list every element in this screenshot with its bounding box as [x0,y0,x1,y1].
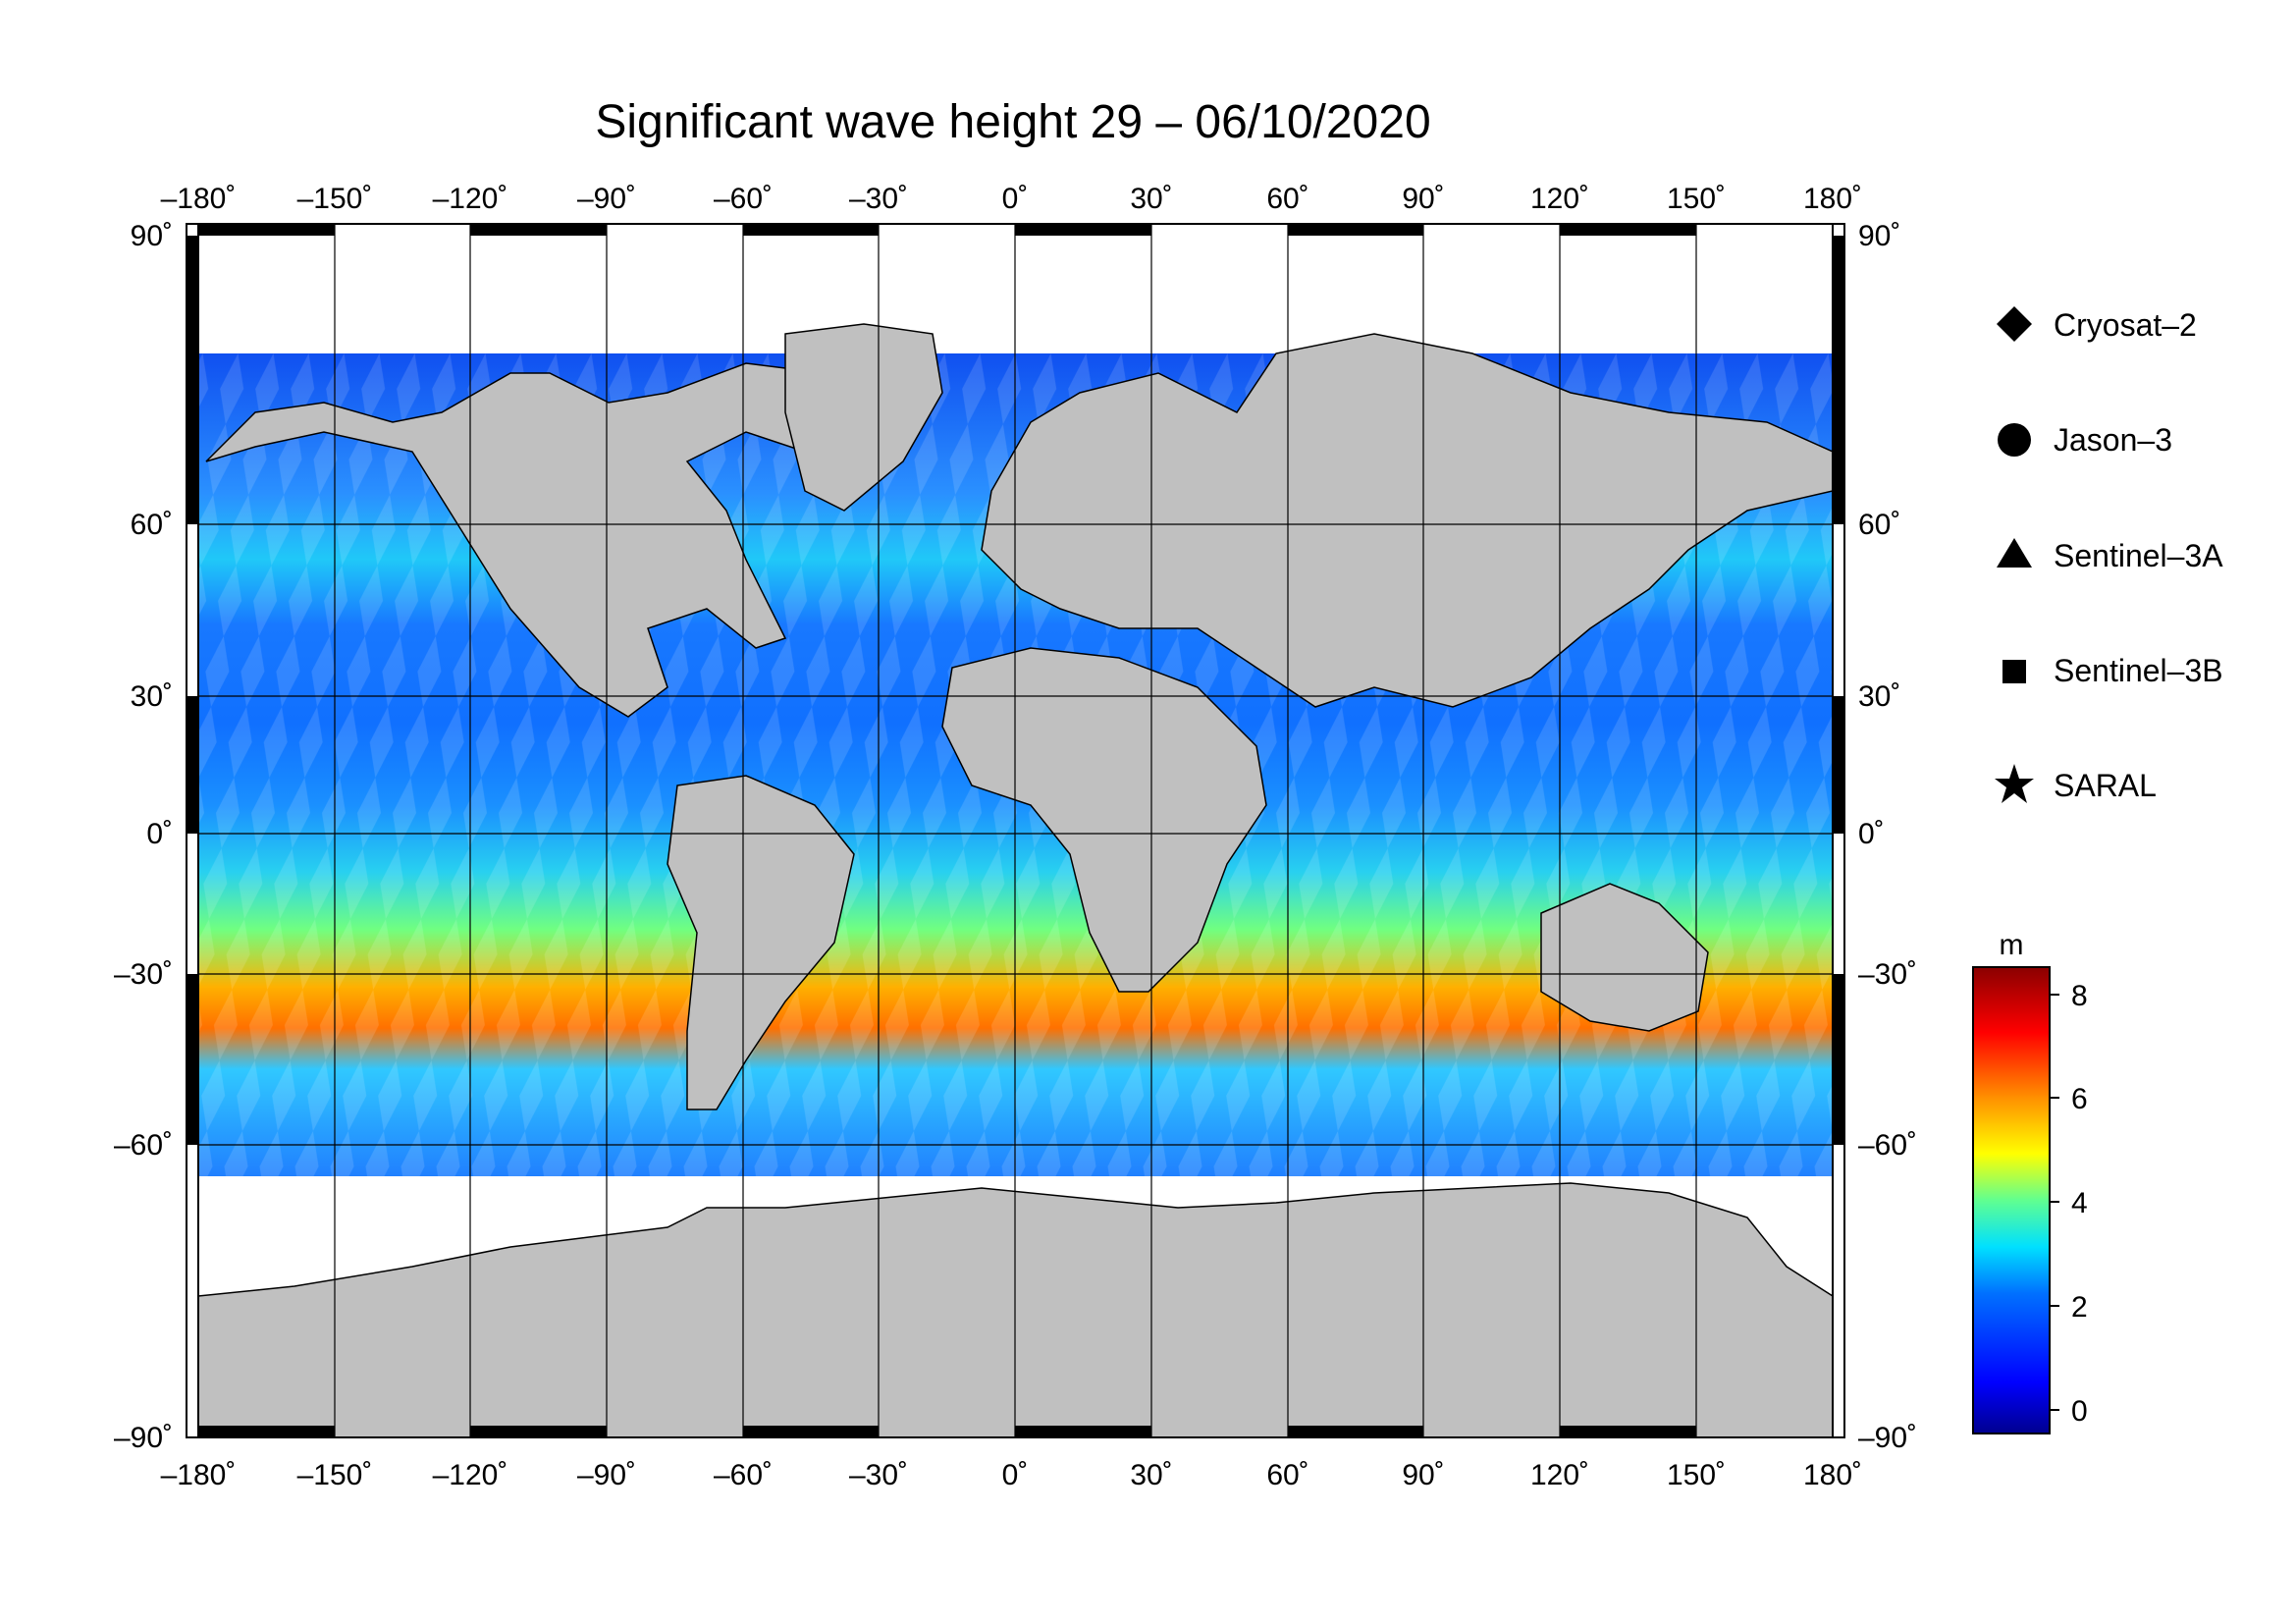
y-tick-label: –90˚ [114,1422,173,1454]
colorbar-gradient [1972,966,2051,1434]
legend-label-sentinel-3b: Sentinel–3B [2054,653,2223,688]
map-panel [198,224,1833,1437]
colorbar-tick-label: 4 [2071,1187,2088,1219]
x-tick-label: 180˚ [1803,183,1862,215]
legend-label-cryosat-2: Cryosat–2 [2054,307,2197,343]
y-tick-label: –60˚ [1858,1129,1917,1162]
x-tick-label: –180˚ [161,183,237,215]
x-tick-label: 30˚ [1130,1459,1172,1491]
chart-title: Significant wave height 29 – 06/10/2020 [595,96,1430,148]
north-america-land [205,362,845,718]
x-tick-label: –90˚ [577,183,636,215]
colorbar: m 8 6 4 2 0 [1972,929,2088,1434]
x-axis-bottom: –180˚ –150˚ –120˚ –90˚ –60˚ –30˚ 0˚ 30˚ … [161,1459,1862,1491]
x-tick-label: 30˚ [1130,183,1172,215]
x-tick-label: 90˚ [1402,1459,1444,1491]
y-tick-label: 0˚ [1858,818,1885,850]
map-frame [186,223,1845,1438]
x-tick-label: –90˚ [577,1459,636,1491]
colorbar-tick-label: 6 [2071,1083,2088,1115]
x-tick-label: 0˚ [1002,1459,1029,1491]
colorbar-tick-label: 0 [2071,1395,2088,1428]
y-tick-label: 90˚ [131,220,173,252]
y-tick-label: 30˚ [1858,680,1900,713]
x-tick-label: –120˚ [433,183,508,215]
x-tick-label: –60˚ [714,183,773,215]
y-tick-label: –30˚ [1858,958,1917,991]
x-tick-label: –30˚ [849,1459,908,1491]
x-axis-top: –180˚ –150˚ –120˚ –90˚ –60˚ –30˚ 0˚ 30˚ … [161,183,1862,215]
x-tick-label: 60˚ [1266,1459,1308,1491]
x-tick-label: –180˚ [161,1459,237,1491]
x-tick-label: –120˚ [433,1459,508,1491]
satellite-legend: Cryosat–2 Jason–3 Sentinel–3A Sentinel–3… [1995,306,2223,803]
y-axis-right: 90˚ 60˚ 30˚ 0˚ –30˚ –60˚ –90˚ [1858,220,1917,1454]
australia-land [1540,883,1709,1032]
south-america-land [667,775,855,1110]
y-tick-label: 30˚ [131,680,173,713]
x-tick-label: –150˚ [297,183,373,215]
circle-icon [1998,423,2031,457]
x-tick-label: 180˚ [1803,1459,1862,1491]
legend-label-jason-3: Jason–3 [2054,422,2172,458]
y-tick-label: –60˚ [114,1129,173,1162]
x-tick-label: 0˚ [1002,183,1029,215]
colorbar-unit-label: m [2000,929,2024,961]
y-tick-label: –30˚ [114,958,173,991]
x-tick-label: 150˚ [1667,1459,1726,1491]
graticule [198,224,1833,1437]
y-tick-label: –90˚ [1858,1422,1917,1454]
y-tick-label: 0˚ [146,818,173,850]
x-tick-label: –30˚ [849,183,908,215]
triangle-icon [1997,538,2032,568]
colorbar-tick-label: 2 [2071,1291,2088,1324]
africa-land [941,647,1267,993]
diamond-icon [1997,306,2032,342]
legend-label-saral: SARAL [2054,768,2157,803]
colorbar-tick-label: 8 [2071,980,2088,1012]
square-icon [2002,660,2026,683]
eurasia-land [981,333,1833,708]
star-icon [1995,764,2034,803]
y-tick-label: 60˚ [131,509,173,541]
y-tick-label: 60˚ [1858,509,1900,541]
x-tick-label: –60˚ [714,1459,773,1491]
x-tick-label: 60˚ [1266,183,1308,215]
y-tick-label: 90˚ [1858,220,1900,252]
x-tick-label: 90˚ [1402,183,1444,215]
x-tick-label: 150˚ [1667,183,1726,215]
x-tick-label: 120˚ [1530,183,1589,215]
legend-label-sentinel-3a: Sentinel–3A [2054,538,2223,573]
x-tick-label: –150˚ [297,1459,373,1491]
greenland-land [784,323,943,512]
y-axis-left: 90˚ 60˚ 30˚ 0˚ –30˚ –60˚ –90˚ [114,220,173,1454]
x-tick-label: 120˚ [1530,1459,1589,1491]
